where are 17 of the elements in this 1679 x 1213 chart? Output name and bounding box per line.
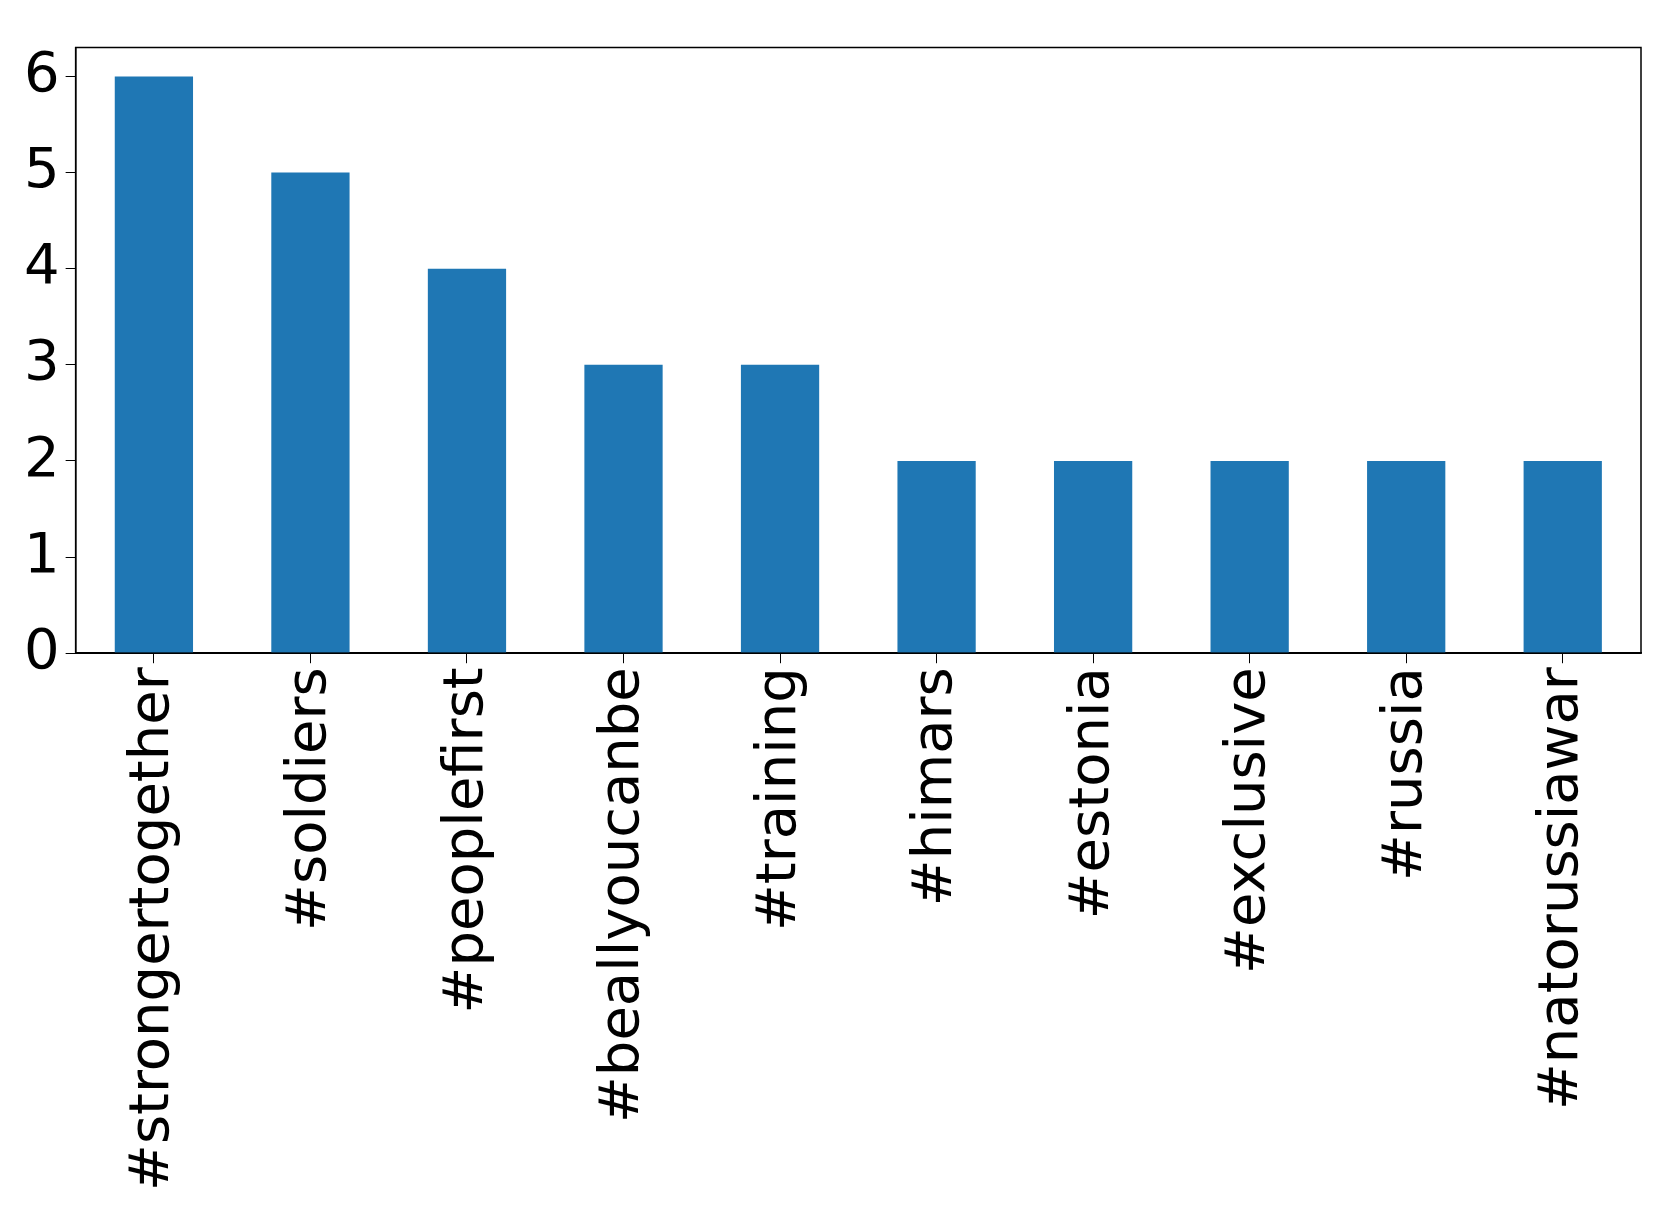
y-tick-label: 0 — [23, 615, 60, 681]
x-tick-label: #natorussiawar — [1525, 666, 1591, 1111]
y-tick-label: 1 — [23, 519, 60, 585]
y-tick-label: 6 — [23, 38, 60, 104]
x-tick-label: #russia — [1368, 667, 1434, 881]
x-tick-label: #estonia — [1055, 667, 1121, 920]
x-tick-label: #soldiers — [272, 667, 338, 931]
y-tick-label: 4 — [23, 231, 60, 297]
x-tick-label: #peoplefirst — [429, 667, 495, 1014]
x-tick-label: #himars — [899, 667, 965, 907]
y-tick-label: 3 — [23, 327, 60, 393]
y-tick-label: 5 — [23, 135, 60, 201]
x-tick-label: #exclusive — [1212, 667, 1278, 974]
x-tick-label: #training — [742, 667, 808, 932]
y-tick-label: 2 — [23, 423, 60, 489]
x-tick-label: #beallyoucanbe — [586, 667, 652, 1124]
x-tick-label: #strongertogether — [116, 666, 182, 1192]
